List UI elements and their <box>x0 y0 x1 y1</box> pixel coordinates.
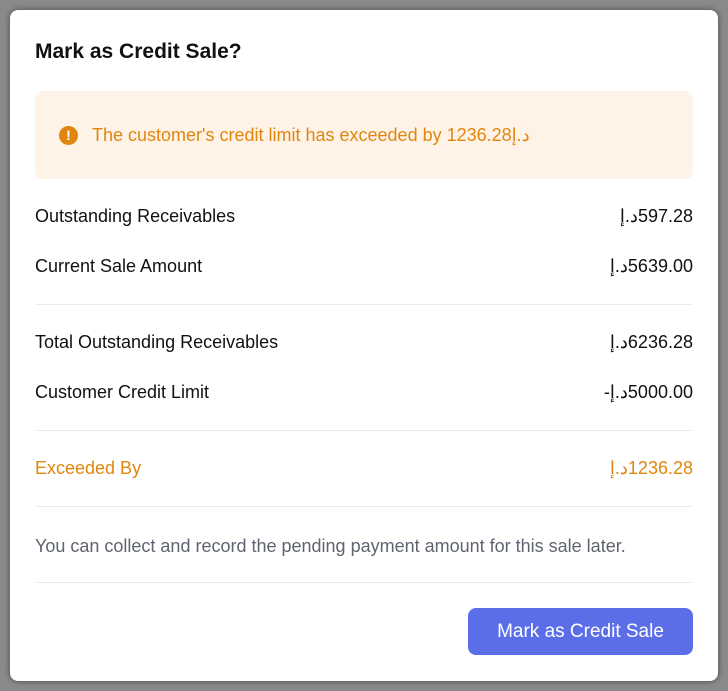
divider <box>35 430 693 431</box>
outstanding-receivables-row: Outstanding Receivables 597.28د.إ <box>35 206 693 227</box>
row-label: Total Outstanding Receivables <box>35 332 279 352</box>
row-label: Current Sale Amount <box>35 256 203 276</box>
exclamation-circle-icon: ! <box>59 125 78 145</box>
divider <box>35 582 693 583</box>
warning-banner: ! The customer's credit limit has exceed… <box>35 91 693 179</box>
row-label: Exceeded By <box>35 458 142 478</box>
dialog-title: Mark as Credit Sale? <box>35 40 242 63</box>
pending-payment-note: You can collect and record the pending p… <box>35 536 626 556</box>
row-value: 6236.28د.إ <box>609 332 693 352</box>
warning-message: The customer's credit limit has exceeded… <box>92 124 530 145</box>
credit-limit-row: Customer Credit Limit 5000.00د.إ- <box>35 382 693 403</box>
credit-sale-dialog: Mark as Credit Sale? ! The customer's cr… <box>10 10 718 681</box>
row-label: Outstanding Receivables <box>35 206 236 226</box>
row-value: 5639.00د.إ <box>609 256 693 276</box>
row-value: 1236.28د.إ <box>609 458 693 478</box>
total-outstanding-row: Total Outstanding Receivables 6236.28د.إ <box>35 332 693 353</box>
row-value: 5000.00د.إ- <box>603 382 693 402</box>
divider <box>35 304 693 305</box>
exceeded-by-row: Exceeded By 1236.28د.إ <box>35 458 693 479</box>
row-label: Customer Credit Limit <box>35 382 210 402</box>
divider <box>35 506 693 507</box>
current-sale-amount-row: Current Sale Amount 5639.00د.إ <box>35 256 693 277</box>
row-value: 597.28د.إ <box>619 206 693 226</box>
mark-as-credit-sale-button[interactable]: Mark as Credit Sale <box>468 608 693 655</box>
